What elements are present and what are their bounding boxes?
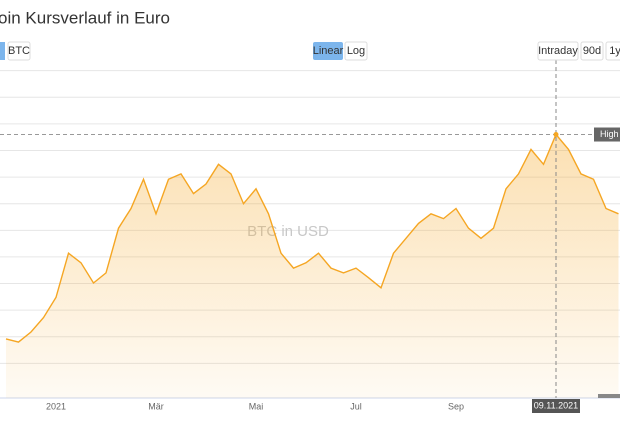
chart-title: oin Kursverlauf in Euro: [0, 8, 170, 27]
toolbar-button[interactable]: [313, 42, 343, 60]
toolbar-button[interactable]: [537, 41, 579, 61]
toolbar-button[interactable]: [605, 41, 620, 61]
x-tick-label: Mär: [148, 401, 164, 411]
toolbar-button-label[interactable]: 1y: [609, 45, 620, 57]
high-label: High: [600, 129, 619, 139]
price-line: [5, 133, 619, 343]
toolbar-button[interactable]: [7, 41, 31, 61]
toolbar-button-label[interactable]: Log: [347, 45, 365, 57]
date-label: 09.11.2021: [534, 400, 578, 410]
toolbar-button-label[interactable]: BTC: [8, 45, 30, 57]
toolbar-button-label[interactable]: Intraday: [538, 45, 578, 57]
x-tick-label: Mai: [249, 401, 264, 411]
date-badge: [532, 399, 580, 413]
area-fill: [6, 134, 619, 399]
toolbar-button[interactable]: [580, 41, 604, 61]
navigator-handle: [598, 394, 620, 398]
toolbar-button[interactable]: [344, 41, 368, 61]
x-tick-label: Sep: [448, 401, 464, 411]
toolbar-button-label[interactable]: Linear: [313, 45, 344, 57]
high-badge: [594, 127, 620, 142]
cropped-button[interactable]: [0, 42, 5, 60]
toolbar-button-label[interactable]: 90d: [583, 45, 601, 57]
x-tick-label: Jul: [350, 401, 362, 411]
x-tick-label: 2021: [46, 401, 66, 411]
high-point: [553, 132, 559, 138]
